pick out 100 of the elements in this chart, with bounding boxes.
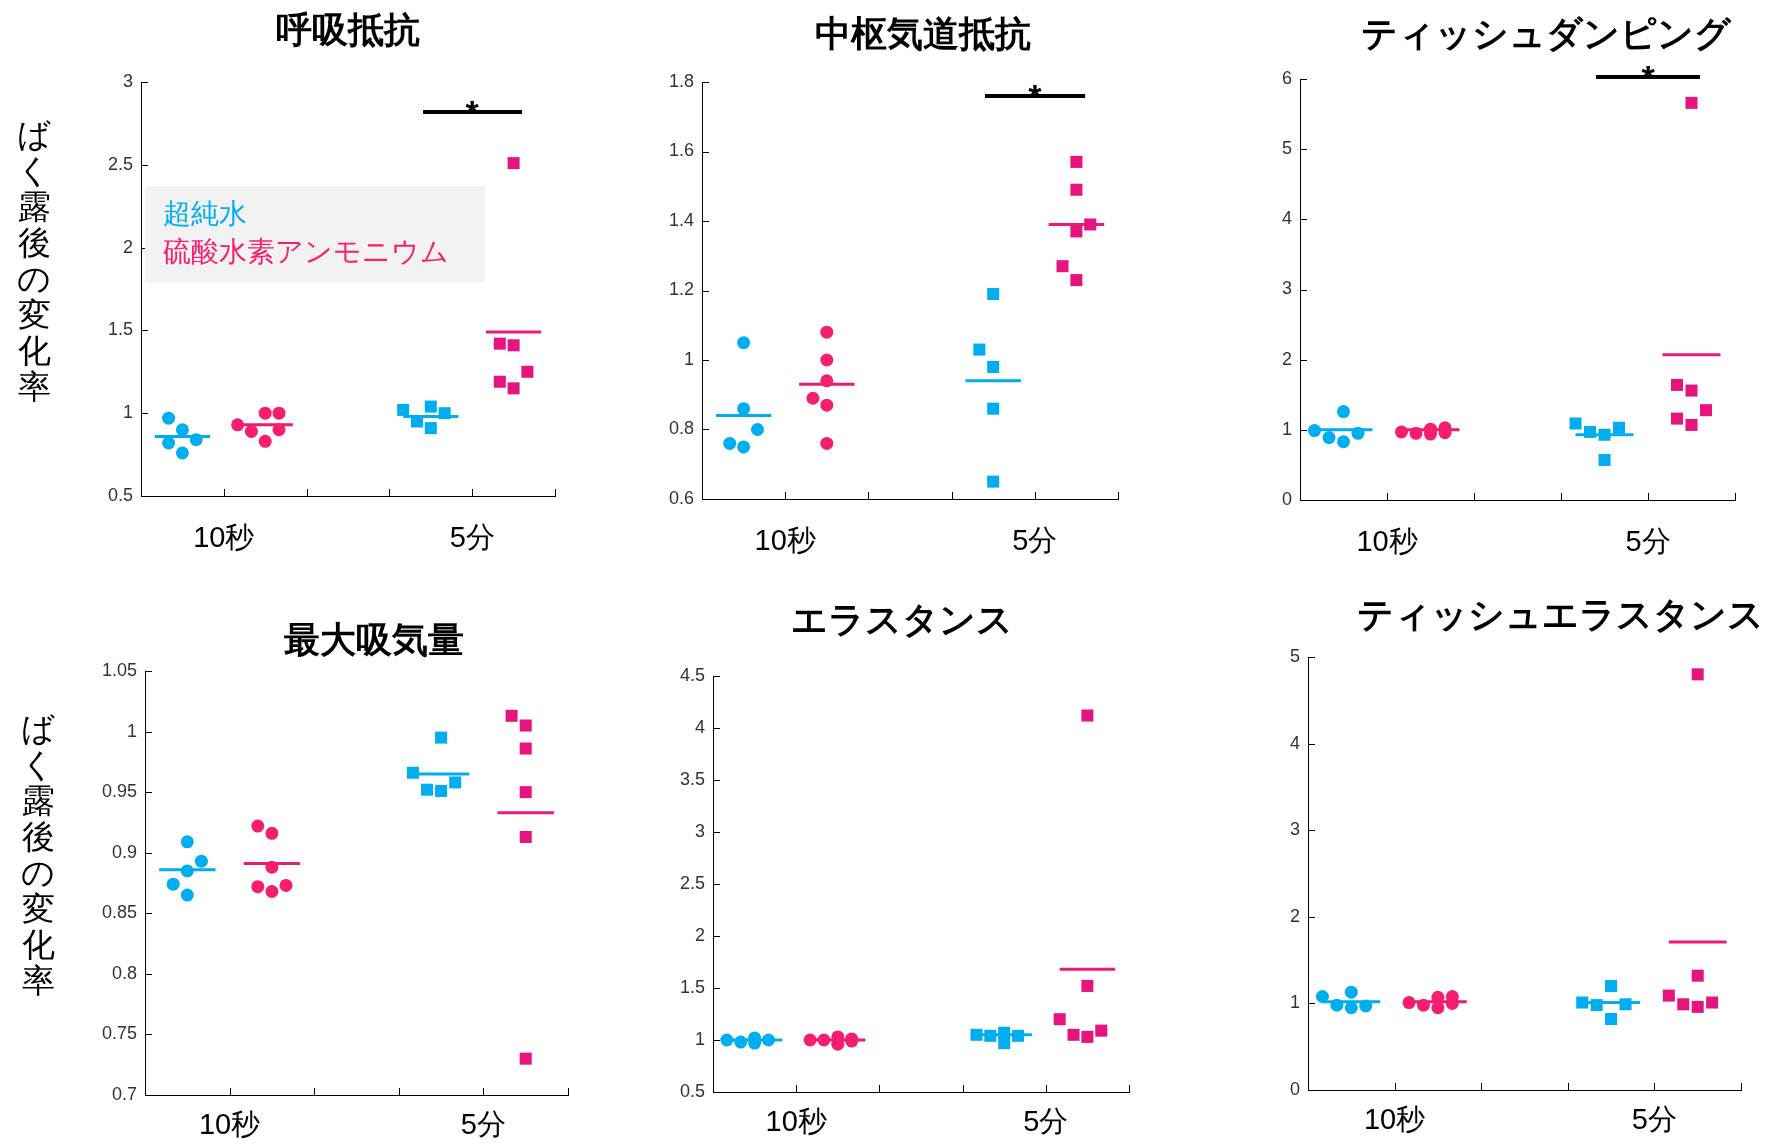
y-tick-label: 0.95 (101, 781, 137, 802)
point (1598, 454, 1611, 467)
y-tick-label: 3 (1281, 278, 1292, 299)
point (175, 446, 189, 460)
point (162, 411, 176, 425)
point (1315, 989, 1329, 1003)
y-tick-label: 0.8 (111, 962, 137, 983)
point (803, 1033, 817, 1047)
chart-title: 呼吸抵抗 (276, 8, 420, 52)
point (1670, 378, 1684, 391)
point (1070, 225, 1083, 238)
point (1095, 1024, 1108, 1037)
x-tick-label: 5分 (449, 521, 495, 554)
point (761, 1033, 775, 1047)
point (1569, 417, 1582, 430)
y-tick-label: 1.5 (107, 319, 133, 340)
point (424, 422, 437, 435)
point (231, 418, 245, 432)
x-tick-label: 5分 (1012, 524, 1058, 557)
chart-title: ティッシュダンピング (1361, 12, 1731, 56)
x-tick-label: 10秒 (198, 1108, 261, 1141)
y-tick-label: 1 (683, 348, 694, 369)
point (1081, 1030, 1094, 1043)
point (162, 436, 176, 450)
point (1685, 418, 1698, 431)
y-tick-label: 3 (1289, 819, 1300, 840)
point (1344, 1001, 1358, 1015)
point (194, 854, 208, 868)
y-tick-label: 1 (694, 1028, 705, 1049)
point (449, 776, 462, 789)
x-tick-label: 5分 (1631, 1103, 1677, 1136)
point (424, 400, 437, 413)
y-tick-label: 4 (694, 716, 705, 737)
point (987, 475, 1000, 488)
y-axis-title: ばく露後の変化率 (16, 116, 52, 405)
point (1344, 985, 1358, 999)
y-tick-label: 0.9 (111, 841, 137, 862)
y-tick-label: 4 (1281, 208, 1292, 229)
point (984, 1029, 997, 1042)
point (435, 784, 448, 797)
point (1409, 426, 1423, 440)
y-tick-label: 2.5 (107, 153, 133, 174)
point (820, 398, 834, 412)
y-tick-label: 1 (126, 720, 137, 741)
point (519, 742, 532, 755)
point (258, 434, 272, 448)
y-tick-label: 1.05 (101, 659, 137, 680)
point (820, 353, 834, 367)
y-tick-label: 1.2 (668, 279, 694, 300)
point (1322, 431, 1336, 445)
x-tick-label: 10秒 (754, 524, 816, 557)
point (1416, 998, 1430, 1012)
point (1590, 999, 1603, 1012)
point (1359, 999, 1373, 1013)
point (251, 880, 265, 894)
point (820, 325, 834, 339)
point (1308, 424, 1321, 438)
point (1337, 405, 1350, 419)
y-tick-label: 5 (1289, 645, 1300, 666)
y-tick-label: 1 (1281, 418, 1292, 439)
point (1598, 428, 1611, 441)
point (1395, 425, 1408, 439)
point (180, 888, 194, 902)
y-tick-label: 2 (1289, 905, 1300, 926)
y-tick-label: 0.5 (107, 484, 133, 505)
point (519, 719, 532, 732)
y-tick-label: 5 (1281, 138, 1292, 159)
y-tick-label: 2 (1281, 348, 1292, 369)
chart-title: 最大吸気量 (284, 618, 464, 662)
point (507, 157, 520, 170)
x-tick-label: 10秒 (1363, 1103, 1426, 1136)
point (737, 402, 751, 416)
y-tick-label: 4.5 (679, 664, 705, 685)
point (438, 407, 451, 420)
point (180, 864, 194, 878)
point (519, 1052, 532, 1065)
x-tick-label: 10秒 (765, 1105, 827, 1138)
point (1670, 412, 1684, 425)
point (1012, 1029, 1025, 1042)
point (1081, 979, 1094, 992)
point (265, 884, 279, 898)
point (1070, 155, 1083, 168)
y-tick-label: 2 (122, 236, 133, 257)
y-axis-title: ばく露後の変化率 (20, 710, 56, 999)
y-tick-label: 1.4 (668, 209, 694, 230)
point (265, 826, 279, 840)
point (420, 783, 434, 796)
y-tick-label: 0.85 (101, 902, 137, 923)
text: 硫酸水素アンモニウム (163, 234, 449, 269)
point (1067, 1028, 1080, 1041)
text: 超純水 (163, 196, 248, 231)
point (987, 360, 1000, 373)
point (737, 336, 751, 350)
point (397, 403, 410, 416)
point (970, 1028, 983, 1041)
point (519, 786, 532, 799)
point (1605, 980, 1618, 993)
y-tick-label: 1 (122, 402, 133, 423)
chart-title: ティッシュエラスタンス (1356, 593, 1764, 637)
point (1685, 96, 1698, 109)
